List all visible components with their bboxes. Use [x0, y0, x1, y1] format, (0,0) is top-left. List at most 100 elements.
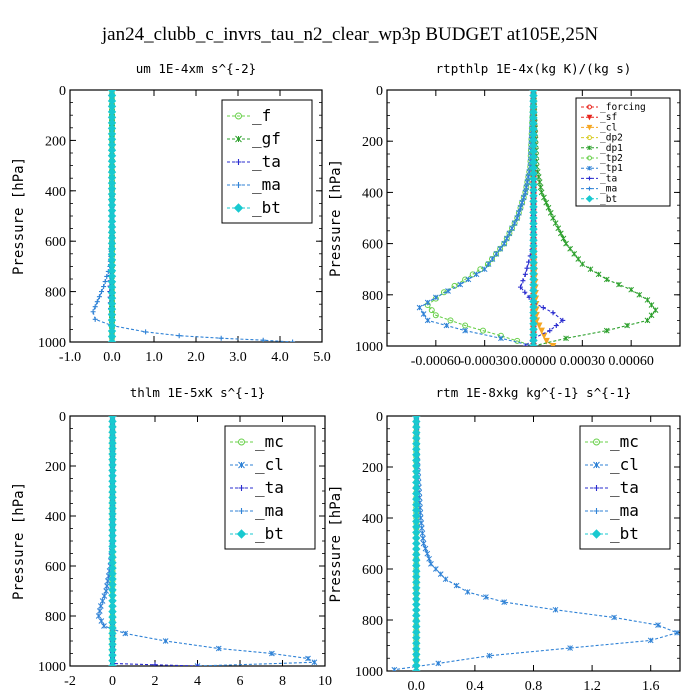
y-tick-label: 1000 — [355, 340, 383, 355]
data-point — [549, 343, 557, 346]
y-tick-label: 200 — [45, 460, 66, 475]
data-point — [538, 327, 545, 335]
data-point — [419, 530, 426, 537]
data-point — [443, 322, 450, 329]
data-point — [511, 220, 518, 226]
data-point — [442, 576, 449, 583]
data-point — [552, 606, 559, 613]
legend-label: _tp1 — [600, 163, 623, 174]
data-point — [152, 662, 158, 666]
legend-label: _ta — [255, 478, 284, 497]
legend-label: _cl — [610, 455, 639, 474]
data-point — [457, 281, 464, 288]
data-point — [557, 230, 564, 237]
data-point — [493, 250, 500, 257]
y-tick-label: 0 — [59, 410, 66, 425]
data-point — [545, 204, 552, 211]
data-point — [674, 629, 680, 636]
legend-marker — [586, 114, 593, 121]
series-group — [416, 90, 659, 346]
data-point — [101, 284, 107, 290]
data-point — [514, 337, 521, 344]
data-point — [509, 225, 515, 232]
series-line-ta — [111, 416, 198, 666]
legend-box — [575, 97, 671, 207]
data-point — [95, 613, 102, 619]
legend-marker — [593, 508, 600, 514]
legend-marker — [238, 485, 245, 491]
legend: _mc _cl _ta _ma _bt — [579, 425, 671, 550]
data-point — [391, 666, 398, 671]
x-tick-label: 2 — [152, 674, 159, 689]
legend-label: _ta — [610, 478, 639, 497]
data-point — [420, 540, 427, 547]
y-tick-label: 1000 — [38, 336, 66, 351]
data-point — [560, 235, 567, 242]
panel-2: rtpthlp 1E-4x(kg K)/(kg s) Pressure [hPa]… — [328, 61, 681, 369]
data-point — [445, 288, 451, 294]
data-point — [520, 194, 527, 201]
data-point — [462, 327, 468, 334]
legend-marker — [235, 182, 242, 188]
data-point — [519, 199, 525, 206]
panel-title: thlm 1E-5xK s^{-1} — [130, 385, 265, 400]
data-point — [424, 550, 431, 557]
x-tick-label: -2 — [64, 674, 76, 689]
panel-4: rtm 1E-8xkg kg^{-1} s^{-1} Pressure [hPa]… — [328, 385, 681, 694]
data-point — [522, 271, 528, 277]
figure-title: jan24_clubb_c_invrs_tau_n2_clear_wp3p BU… — [101, 24, 598, 45]
data-point — [435, 660, 442, 667]
data-point — [648, 312, 655, 319]
data-point — [424, 317, 431, 324]
legend-marker — [587, 145, 592, 151]
data-point — [514, 215, 521, 221]
data-point — [290, 339, 296, 342]
y-tick-label: 1000 — [355, 665, 383, 680]
data-point — [108, 661, 117, 666]
series-group — [90, 90, 296, 342]
data-point — [432, 566, 439, 572]
x-tick-label: 0.0 — [408, 679, 426, 694]
data-point — [269, 650, 275, 657]
data-point — [587, 266, 594, 273]
legend-label: _sf — [600, 112, 617, 123]
data-point — [636, 291, 643, 298]
data-point — [515, 210, 522, 216]
y-tick-label: 400 — [362, 186, 383, 201]
data-point — [143, 329, 149, 335]
x-tick-label: 0.8 — [525, 679, 543, 694]
legend: _mc _cl _ta _ma _bt — [224, 425, 316, 550]
legend-marker — [593, 485, 600, 491]
legend-marker — [587, 135, 592, 141]
legend-label: _tp2 — [600, 153, 623, 164]
data-point — [540, 332, 548, 340]
y-tick-label: 0 — [376, 84, 383, 99]
data-point — [567, 645, 573, 651]
data-point — [481, 266, 488, 273]
legend-label: _ma — [252, 175, 281, 194]
data-point — [603, 276, 610, 283]
x-tick-label: 8 — [279, 674, 286, 689]
data-point — [550, 310, 556, 316]
data-point — [437, 571, 444, 577]
x-tick-label: -0.00030 — [460, 354, 510, 369]
data-point — [176, 333, 182, 339]
legend-marker — [235, 159, 242, 165]
data-point — [497, 245, 504, 252]
panel-title: rtpthlp 1E-4x(kg K)/(kg s) — [436, 61, 632, 76]
y-tick-label: 600 — [362, 238, 383, 253]
data-point — [503, 235, 510, 242]
data-point — [538, 189, 545, 196]
x-tick-label: -1.0 — [59, 350, 81, 365]
data-point — [122, 630, 129, 637]
legend-label: _ta — [600, 173, 617, 184]
data-point — [540, 305, 546, 311]
legend-marker — [587, 186, 592, 191]
y-tick-label: 800 — [45, 286, 66, 301]
data-point — [428, 561, 434, 567]
data-point — [517, 204, 524, 211]
data-point — [541, 194, 547, 201]
y-tick-label: 0 — [376, 410, 383, 425]
legend-marker — [585, 195, 594, 203]
legend-label: _ma — [610, 501, 639, 520]
